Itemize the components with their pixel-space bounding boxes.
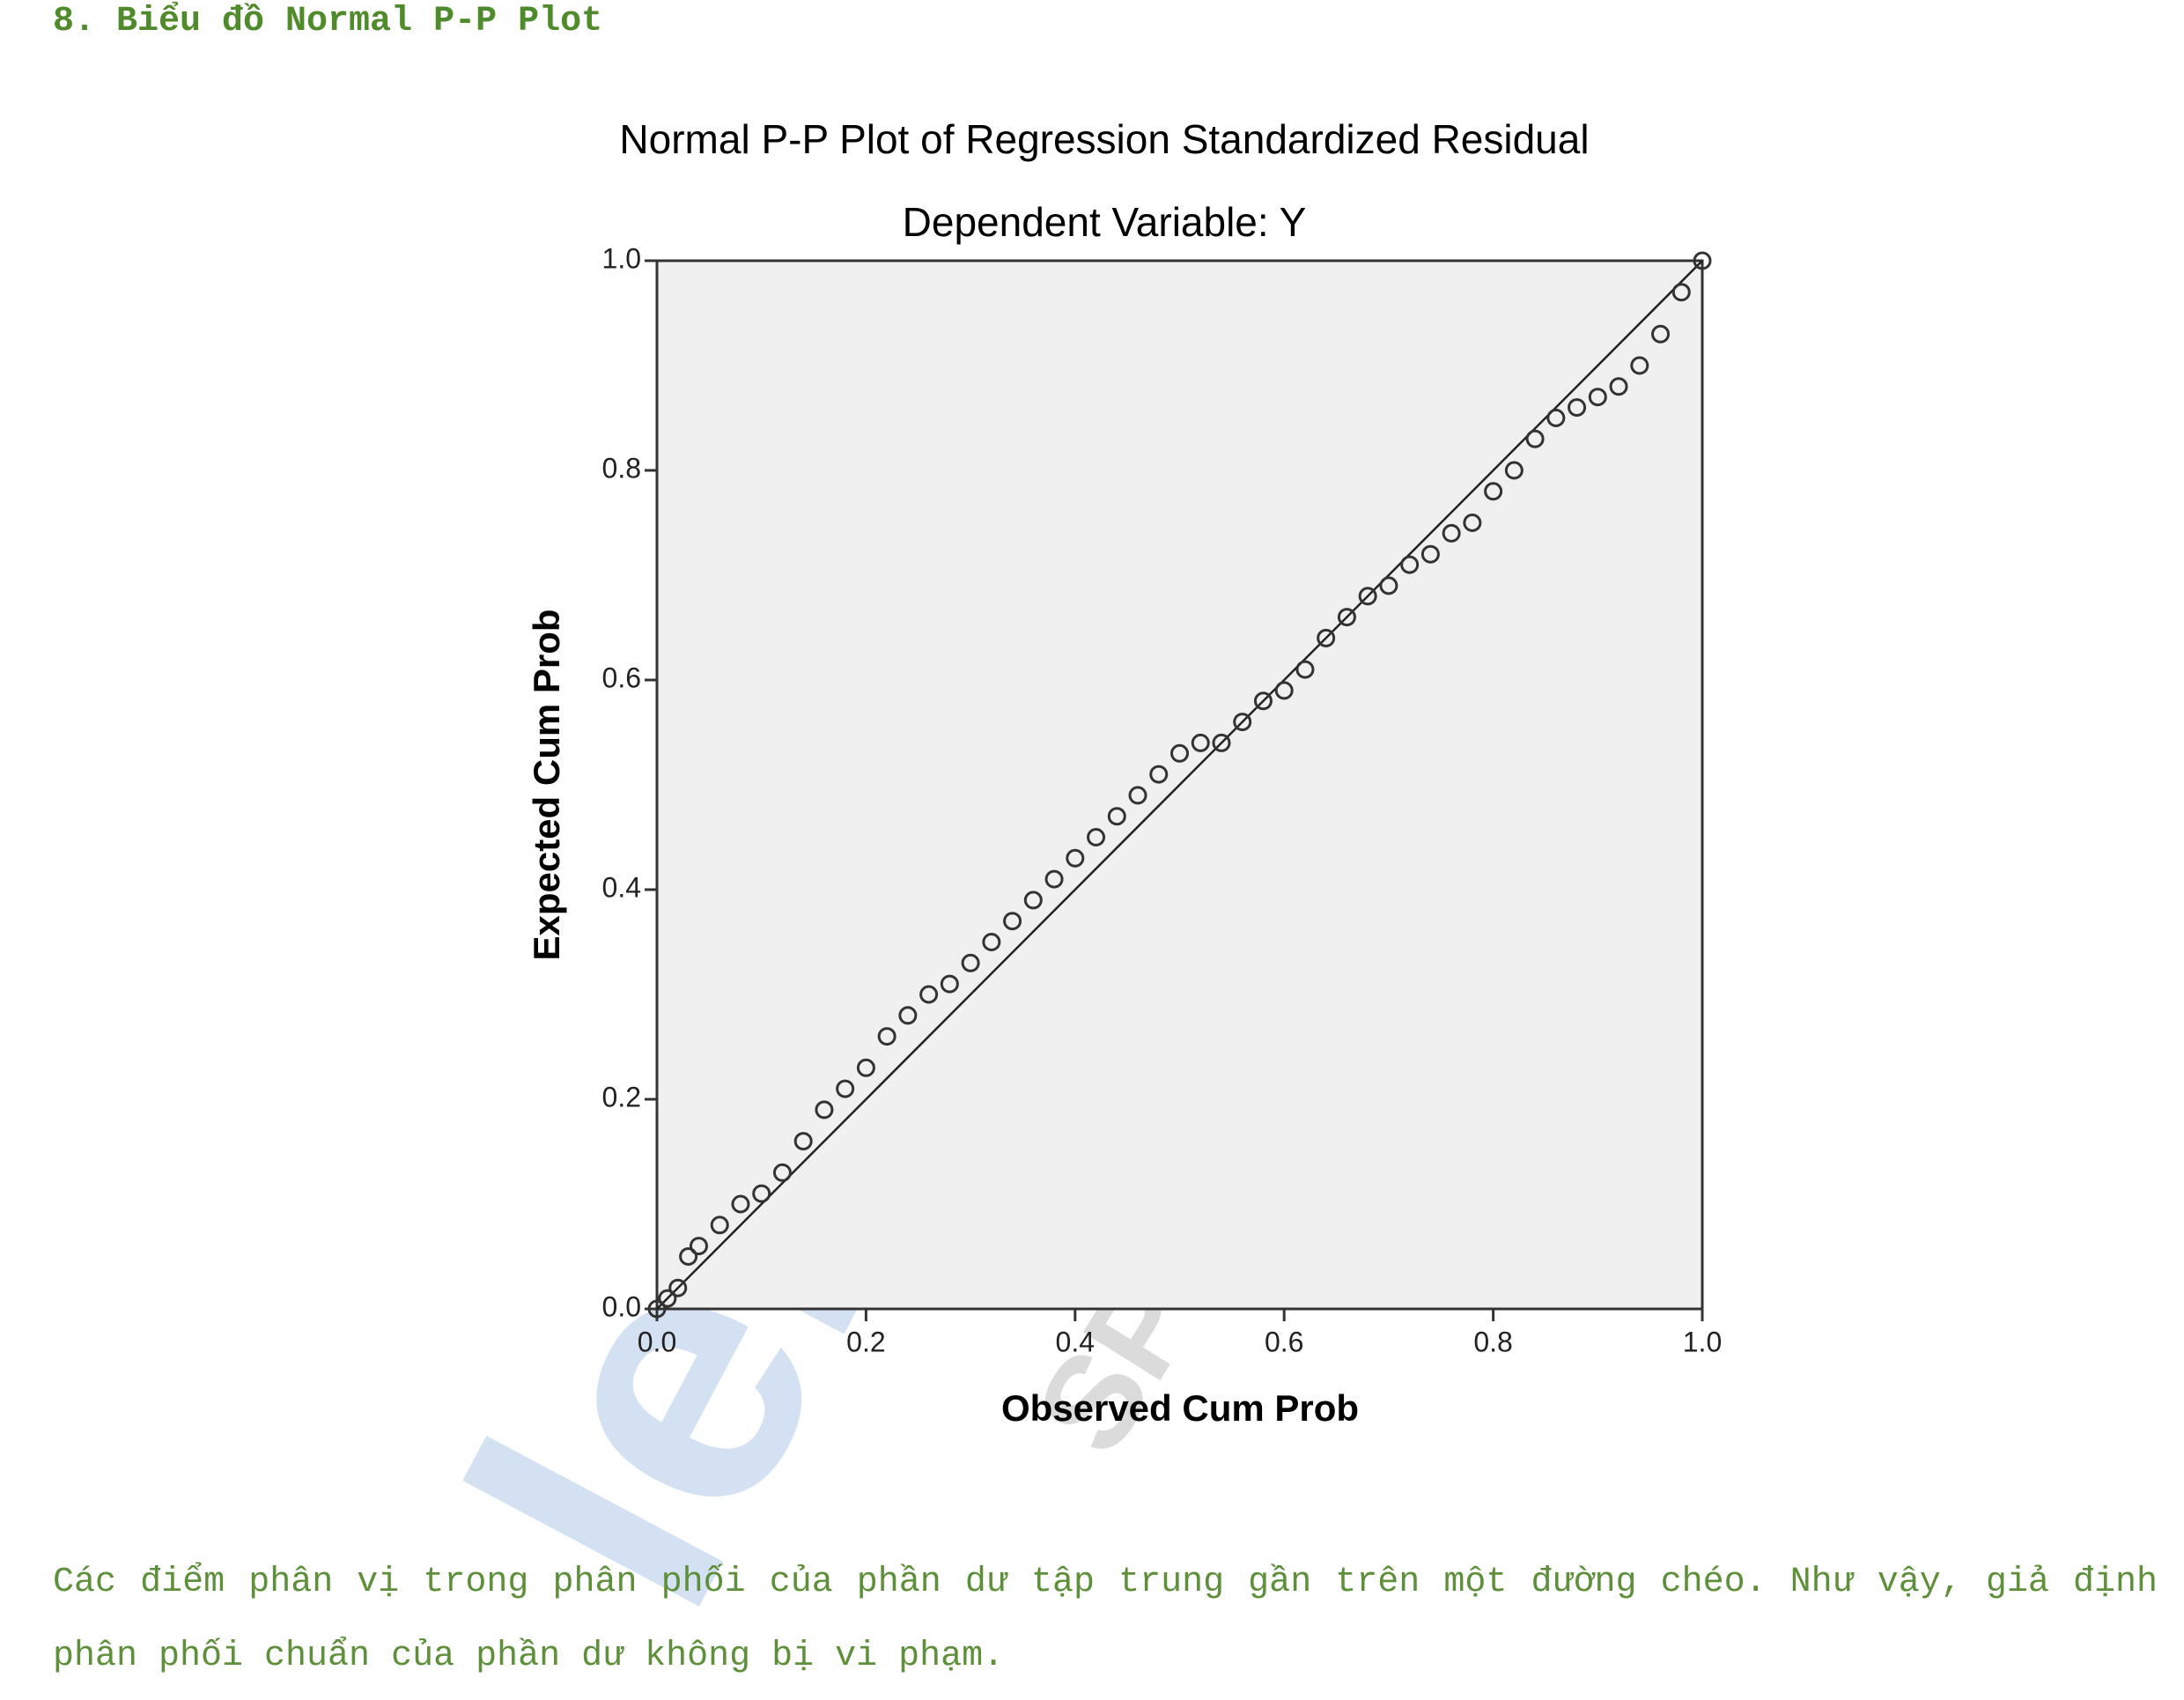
y-tick-label: 1.0 [602,242,641,274]
point [1023,891,1043,910]
point [1546,409,1566,427]
point [689,1237,708,1256]
point [1191,733,1210,752]
point [1525,429,1545,448]
x-tick-label: 1.0 [1683,1326,1722,1357]
point [815,1100,834,1120]
y-tick-label: 0.6 [602,662,641,693]
y-tick-label: 0.0 [602,1290,641,1322]
point [752,1184,771,1203]
point [1003,912,1022,931]
point [898,1006,918,1025]
point [1233,713,1252,732]
point [1588,388,1607,407]
paragraph: Các điểm phân vị trong phân phối của phầ… [53,1563,2158,1676]
point [1693,251,1712,270]
point [1671,283,1691,302]
point [877,1027,896,1046]
point [940,974,959,994]
point [1463,514,1482,532]
point [1337,608,1356,627]
point [1128,786,1147,805]
point [1295,660,1315,679]
point [982,933,1001,951]
point [658,1289,677,1308]
point [668,1278,688,1297]
x-tick-label: 0.8 [1473,1326,1512,1357]
point [1170,743,1189,763]
point [731,1194,750,1214]
point [1149,765,1169,784]
point [1274,681,1294,700]
y-tick-label: 0.4 [602,871,641,903]
point [1420,544,1440,564]
point [1609,377,1628,396]
y-tick-label: 0.2 [602,1081,641,1112]
point [1358,587,1377,606]
point [1317,628,1336,647]
point [1253,691,1273,711]
point [919,985,939,1004]
point [1400,555,1420,574]
x-tick-label: 0.2 [846,1326,885,1357]
point [710,1216,729,1235]
y-axis-label: Expected Cum Prob [526,609,567,960]
point [836,1079,855,1098]
x-tick-label: 0.0 [638,1326,676,1357]
point [1568,398,1587,418]
x-tick-label: 0.4 [1056,1326,1095,1357]
point [1484,482,1503,501]
point [1087,828,1106,846]
y-tick-label: 0.8 [602,452,641,484]
point [1379,576,1398,595]
point [679,1247,698,1266]
point [1442,523,1461,543]
x-axis-label: Observed Cum Prob [1001,1387,1359,1429]
point [647,1299,667,1319]
point [1066,848,1085,868]
point [961,953,980,972]
chart-title: Normal P-P Plot of Regression Standardiz… [619,116,1589,162]
point [1212,733,1231,752]
point [1630,356,1649,375]
heading: 8. Biểu đồ Normal P-P Plot [53,2,603,41]
point [1107,807,1126,826]
point [1044,869,1064,889]
point [1651,324,1671,344]
point [772,1163,792,1182]
point [1504,461,1524,480]
chart-subtitle: Dependent Variable: Y [903,199,1307,245]
x-tick-label: 0.6 [1265,1326,1303,1357]
point [856,1058,875,1077]
point [793,1132,813,1151]
